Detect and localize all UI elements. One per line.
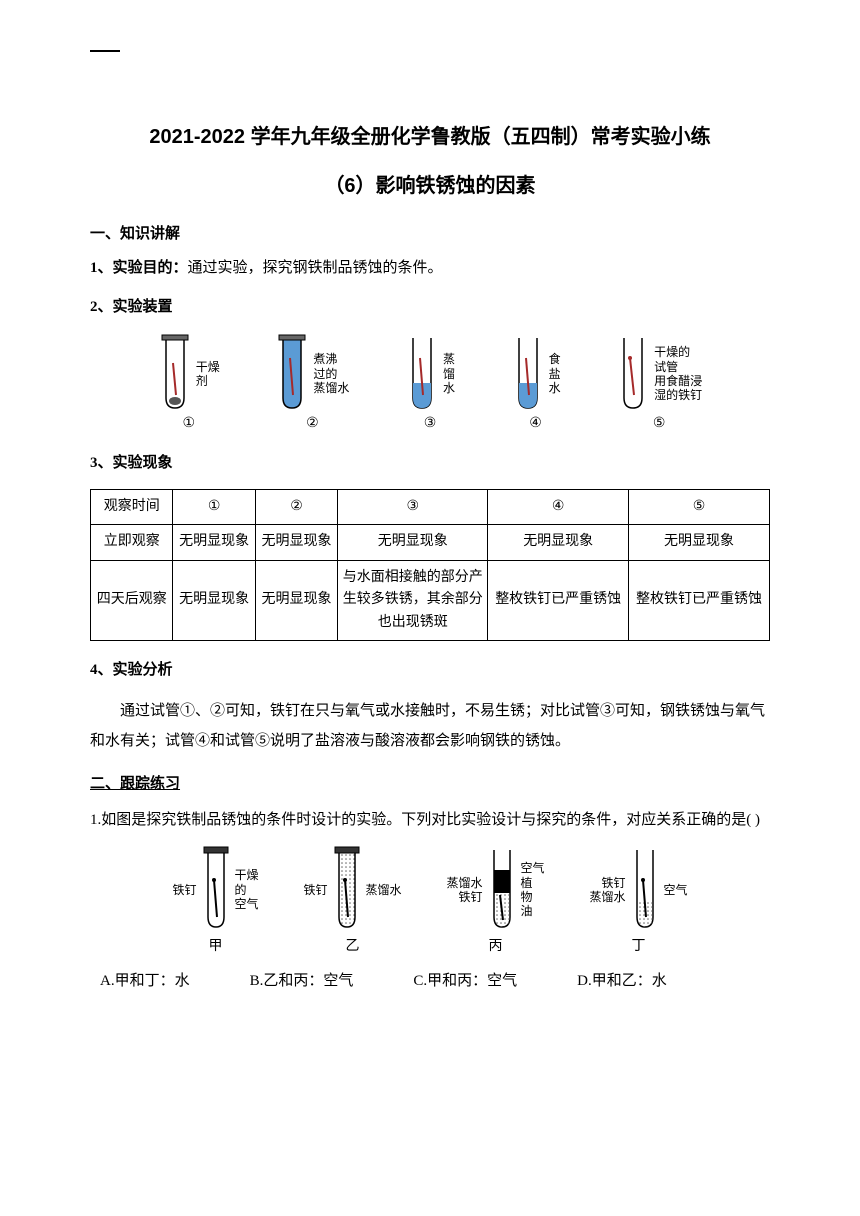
section-2-heading: 二、跟踪练习 <box>90 772 770 793</box>
tube-1-label: 干燥 剂 <box>196 360 220 389</box>
question-1: 1.如图是探究铁制品锈蚀的条件时设计的实验。下列对比实验设计与探究的条件，对应关… <box>90 805 770 835</box>
tube-ding: 铁钉 蒸馏水 空气 丁 <box>589 845 687 955</box>
tube-bing: 蒸馏水 铁钉 空气 植 物 油 丙 <box>446 845 544 955</box>
tube-4-label: 食 盐 水 <box>549 352 561 395</box>
table-row: 四天后观察 无明显现象 无明显现象 与水面相接触的部分产生较多铁锈，其余部分也出… <box>91 560 770 640</box>
tube-3-svg <box>405 333 439 413</box>
header-divider <box>90 50 120 52</box>
question-diagram-row: 铁钉 干燥 的 空气 甲 铁钉 蒸馏 <box>150 845 710 955</box>
phenomena-heading: 3、实验现象 <box>90 450 770 477</box>
tube-2-label: 煮沸 过的 蒸馏水 <box>313 352 349 395</box>
option-c: C.甲和丙：空气 <box>413 969 517 990</box>
option-b: B.乙和丙：空气 <box>250 969 354 990</box>
page-subtitle: （6）影响铁锈蚀的因素 <box>90 169 770 198</box>
apparatus-diagram-row: 干燥 剂 ① 煮沸 过的 蒸馏水 ② <box>130 333 730 432</box>
analysis-heading: 4、实验分析 <box>90 657 770 684</box>
tube-yi-name: 乙 <box>346 935 360 955</box>
tube-3-label: 蒸 馏 水 <box>443 352 455 395</box>
table-header-row: 观察时间 ① ② ③ ④ ⑤ <box>91 490 770 525</box>
tube-jia-svg <box>201 845 231 933</box>
tube-3-num: ③ <box>424 415 437 432</box>
tube-5-num: ⑤ <box>653 415 666 432</box>
item3-label: 3、实验现象 <box>90 455 173 471</box>
tube-2-num: ② <box>306 415 319 432</box>
tube-1: 干燥 剂 ① <box>158 333 220 432</box>
tube-4: 食 盐 水 ④ <box>511 333 561 432</box>
tube-jia-right: 干燥 的 空气 <box>235 868 259 911</box>
tube-jia-left: 铁钉 <box>172 883 196 897</box>
page-title: 2021-2022 学年九年级全册化学鲁教版（五四制）常考实验小练 <box>90 120 770 149</box>
tube-jia: 铁钉 干燥 的 空气 甲 <box>172 845 258 955</box>
tube-ding-svg <box>630 845 660 933</box>
tube-ding-name: 丁 <box>632 935 646 955</box>
th-0: 观察时间 <box>91 490 173 525</box>
experiment-purpose: 1、实验目的：通过实验，探究钢铁制品锈蚀的条件。 <box>90 255 770 282</box>
tube-yi: 铁钉 蒸馏水 乙 <box>303 845 401 955</box>
th-1: ① <box>173 490 255 525</box>
tube-yi-right: 蒸馏水 <box>366 883 402 897</box>
tube-4-svg <box>511 333 545 413</box>
option-a: A.甲和丁：水 <box>100 969 190 990</box>
tube-bing-right: 空气 植 物 油 <box>521 861 545 919</box>
tube-bing-svg <box>487 845 517 933</box>
answer-options: A.甲和丁：水 B.乙和丙：空气 C.甲和丙：空气 D.甲和乙：水 <box>100 969 770 990</box>
th-3: ③ <box>338 490 488 525</box>
table-row: 立即观察 无明显现象 无明显现象 无明显现象 无明显现象 无明显现象 <box>91 525 770 560</box>
tube-2: 煮沸 过的 蒸馏水 ② <box>275 333 349 432</box>
tube-1-num: ① <box>183 415 196 432</box>
tube-1-svg <box>158 333 192 413</box>
th-4: ④ <box>488 490 629 525</box>
item4-label: 4、实验分析 <box>90 662 173 678</box>
tube-5-svg <box>616 333 650 413</box>
th-5: ⑤ <box>629 490 770 525</box>
tube-bing-name: 丙 <box>489 935 503 955</box>
tube-3: 蒸 馏 水 ③ <box>405 333 455 432</box>
tube-ding-right: 空气 <box>664 883 688 897</box>
tube-5-label: 干燥的 试管 用食醋浸 湿的铁钉 <box>654 345 702 403</box>
tube-bing-left: 蒸馏水 铁钉 <box>446 876 482 905</box>
item1-text: 通过实验，探究钢铁制品锈蚀的条件。 <box>188 260 443 276</box>
tube-5: 干燥的 试管 用食醋浸 湿的铁钉 ⑤ <box>616 333 702 432</box>
observation-table: 观察时间 ① ② ③ ④ ⑤ 立即观察 无明显现象 无明显现象 无明显现象 无明… <box>90 489 770 641</box>
tube-ding-left: 铁钉 蒸馏水 <box>589 876 625 905</box>
analysis-text: 通过试管①、②可知，铁钉在只与氧气或水接触时，不易生锈；对比试管③可知，钢铁锈蚀… <box>90 696 770 756</box>
tube-yi-svg <box>332 845 362 933</box>
tube-2-svg <box>275 333 309 413</box>
tube-4-num: ④ <box>529 415 542 432</box>
item2-label: 2、实验装置 <box>90 299 173 315</box>
section-1-heading: 一、知识讲解 <box>90 222 770 243</box>
th-2: ② <box>255 490 337 525</box>
tube-jia-name: 甲 <box>209 935 223 955</box>
option-d: D.甲和乙：水 <box>577 969 667 990</box>
tube-yi-left: 铁钉 <box>303 883 327 897</box>
item1-label: 1、实验目的： <box>90 260 188 276</box>
apparatus-heading: 2、实验装置 <box>90 294 770 321</box>
